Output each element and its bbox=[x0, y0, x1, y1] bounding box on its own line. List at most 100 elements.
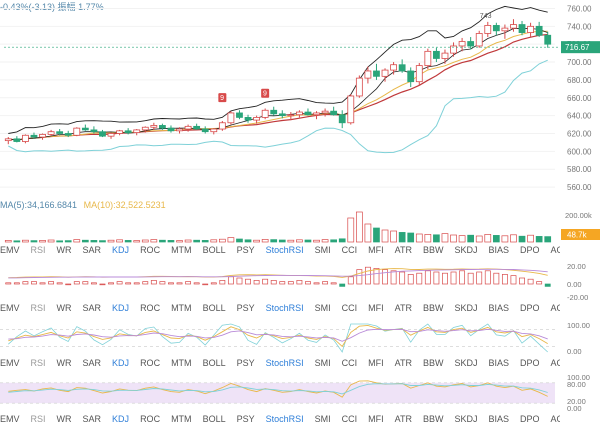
indicator-tab-emv[interactable]: EMV bbox=[0, 414, 20, 424]
indicator-tab-smi[interactable]: SMI bbox=[314, 303, 331, 313]
event-marker-label: 9 bbox=[263, 91, 267, 98]
indicator-tab-roc[interactable]: ROC bbox=[140, 303, 161, 313]
indicator-tab-bias[interactable]: BIAS bbox=[488, 245, 510, 255]
indicator-tab-atr[interactable]: ATR bbox=[394, 414, 412, 424]
macd-histogram-bar bbox=[476, 271, 483, 285]
indicator-tab-psy[interactable]: PSY bbox=[236, 303, 255, 313]
indicator-tab-smi[interactable]: SMI bbox=[314, 414, 331, 424]
kdj-j-line bbox=[8, 323, 548, 353]
indicator-tab-bias[interactable]: BIAS bbox=[488, 414, 510, 424]
stochrsi-tick-label: 20.00 bbox=[567, 397, 586, 406]
indicator-tab-dpo[interactable]: DPO bbox=[520, 245, 540, 255]
indicator-tab-skdj[interactable]: SKDJ bbox=[454, 303, 478, 313]
indicator-tab-mfi[interactable]: MFI bbox=[368, 358, 384, 368]
indicator-tab-psy[interactable]: PSY bbox=[236, 358, 255, 368]
price-chart[interactable]: 760.00740.00720.00700.00680.00660.00640.… bbox=[0, 0, 600, 200]
indicator-tab-stochrsi[interactable]: StochRSI bbox=[265, 245, 304, 255]
candle-body bbox=[253, 117, 260, 121]
indicator-tab-mfi[interactable]: MFI bbox=[368, 303, 384, 313]
indicator-tab-kdj[interactable]: KDJ bbox=[112, 414, 130, 424]
indicator-tab-wr[interactable]: WR bbox=[56, 358, 72, 368]
indicator-tab-mtm[interactable]: MTM bbox=[171, 358, 192, 368]
indicator-tab-cci[interactable]: CCI bbox=[341, 414, 358, 424]
volume-chart[interactable]: 200.00k 48.7k bbox=[0, 208, 600, 244]
indicator-tabs-3: EMV RSI WR SAR KDJ ROC MTM BOLL PSY StochRSI SMI CC… bbox=[0, 358, 560, 372]
indicator-tab-cci[interactable]: CCI bbox=[341, 303, 358, 313]
indicator-tab-ao[interactable]: AO bbox=[550, 358, 560, 368]
indicator-tab-bias[interactable]: BIAS bbox=[488, 358, 510, 368]
indicator-tab-boll[interactable]: BOLL bbox=[202, 358, 226, 368]
indicator-tab-wr[interactable]: WR bbox=[56, 414, 72, 424]
indicator-tab-rsi[interactable]: RSI bbox=[30, 414, 46, 424]
indicator-tab-ao[interactable]: AO bbox=[550, 414, 560, 424]
indicator-tab-bbw[interactable]: BBW bbox=[422, 303, 444, 313]
indicator-tab-atr[interactable]: ATR bbox=[394, 358, 412, 368]
indicator-tab-dpo[interactable]: DPO bbox=[520, 358, 540, 368]
indicator-tab-boll[interactable]: BOLL bbox=[202, 303, 226, 313]
indicator-tab-ao[interactable]: AO bbox=[550, 245, 560, 255]
indicator-tab-atr[interactable]: ATR bbox=[394, 303, 412, 313]
indicator-tab-kdj[interactable]: KDJ bbox=[112, 358, 130, 368]
indicator-tab-atr[interactable]: ATR bbox=[394, 245, 412, 255]
indicator-tab-skdj[interactable]: SKDJ bbox=[454, 245, 478, 255]
indicator-tab-mtm[interactable]: MTM bbox=[171, 414, 192, 424]
ma-dark-line bbox=[8, 27, 548, 141]
price-tick-label: 560.00 bbox=[567, 183, 592, 192]
indicator-tab-stochrsi[interactable]: StochRSI bbox=[265, 303, 304, 313]
indicator-tab-roc[interactable]: ROC bbox=[140, 245, 161, 255]
indicator-tab-dpo[interactable]: DPO bbox=[520, 303, 540, 313]
indicator-tab-psy[interactable]: PSY bbox=[236, 245, 255, 255]
indicator-tab-emv[interactable]: EMV bbox=[0, 245, 20, 255]
indicator-tab-roc[interactable]: ROC bbox=[140, 358, 161, 368]
macd-histogram-bar bbox=[467, 272, 474, 285]
indicator-tab-kdj[interactable]: KDJ bbox=[112, 245, 130, 255]
volume-bar bbox=[450, 234, 457, 243]
indicator-tab-sar[interactable]: SAR bbox=[82, 358, 102, 368]
indicator-tab-skdj[interactable]: SKDJ bbox=[454, 358, 478, 368]
indicator-tab-mtm[interactable]: MTM bbox=[171, 245, 192, 255]
macd-histogram-bar bbox=[116, 281, 123, 285]
indicator-tab-mfi[interactable]: MFI bbox=[368, 414, 384, 424]
indicator-tab-rsi[interactable]: RSI bbox=[30, 358, 46, 368]
indicator-tab-roc[interactable]: ROC bbox=[140, 414, 161, 424]
indicator-tab-ao[interactable]: AO bbox=[550, 303, 560, 313]
indicator-tab-mtm[interactable]: MTM bbox=[171, 303, 192, 313]
indicator-tab-bbw[interactable]: BBW bbox=[422, 414, 444, 424]
macd-chart[interactable]: 20.00 0.00 -20.00 bbox=[0, 260, 600, 302]
indicator-tab-rsi[interactable]: RSI bbox=[30, 245, 46, 255]
indicator-tab-skdj[interactable]: SKDJ bbox=[454, 414, 478, 424]
indicator-tab-sar[interactable]: SAR bbox=[82, 303, 102, 313]
indicator-tab-psy[interactable]: PSY bbox=[236, 414, 255, 424]
indicator-tab-dpo[interactable]: DPO bbox=[520, 414, 540, 424]
macd-histogram-bar bbox=[399, 271, 406, 285]
indicator-tab-rsi[interactable]: RSI bbox=[30, 303, 46, 313]
indicator-tab-stochrsi[interactable]: StochRSI bbox=[265, 358, 304, 368]
indicator-tab-boll[interactable]: BOLL bbox=[202, 245, 226, 255]
indicator-tab-stochrsi[interactable]: StochRSI bbox=[265, 414, 304, 424]
candle-body bbox=[141, 126, 149, 131]
indicator-tab-bbw[interactable]: BBW bbox=[422, 358, 444, 368]
volume-bar bbox=[253, 239, 260, 243]
indicator-tab-cci[interactable]: CCI bbox=[341, 358, 358, 368]
indicator-tab-bias[interactable]: BIAS bbox=[488, 303, 510, 313]
candle-body bbox=[107, 133, 115, 137]
indicator-tab-cci[interactable]: CCI bbox=[341, 245, 358, 255]
indicator-tab-bbw[interactable]: BBW bbox=[422, 245, 444, 255]
kdj-chart[interactable]: 100.00 0.00 bbox=[0, 318, 600, 356]
price-tick-label: 600.00 bbox=[567, 147, 592, 156]
volume-header: MA(5):34,166.6841 MA(10):32,522.5231 bbox=[0, 200, 166, 210]
indicator-tab-sar[interactable]: SAR bbox=[82, 245, 102, 255]
indicator-tab-emv[interactable]: EMV bbox=[0, 358, 20, 368]
indicator-tab-boll[interactable]: BOLL bbox=[202, 414, 226, 424]
indicator-tab-emv[interactable]: EMV bbox=[0, 303, 20, 313]
indicator-tab-kdj[interactable]: KDJ bbox=[112, 303, 130, 313]
volume-bar bbox=[304, 239, 312, 243]
indicator-tab-wr[interactable]: WR bbox=[56, 303, 72, 313]
indicator-tab-wr[interactable]: WR bbox=[56, 245, 72, 255]
indicator-tab-smi[interactable]: SMI bbox=[314, 245, 331, 255]
candle-body bbox=[535, 25, 543, 36]
indicator-tab-mfi[interactable]: MFI bbox=[368, 245, 384, 255]
indicator-tab-smi[interactable]: SMI bbox=[314, 358, 331, 368]
indicator-tab-sar[interactable]: SAR bbox=[82, 414, 102, 424]
